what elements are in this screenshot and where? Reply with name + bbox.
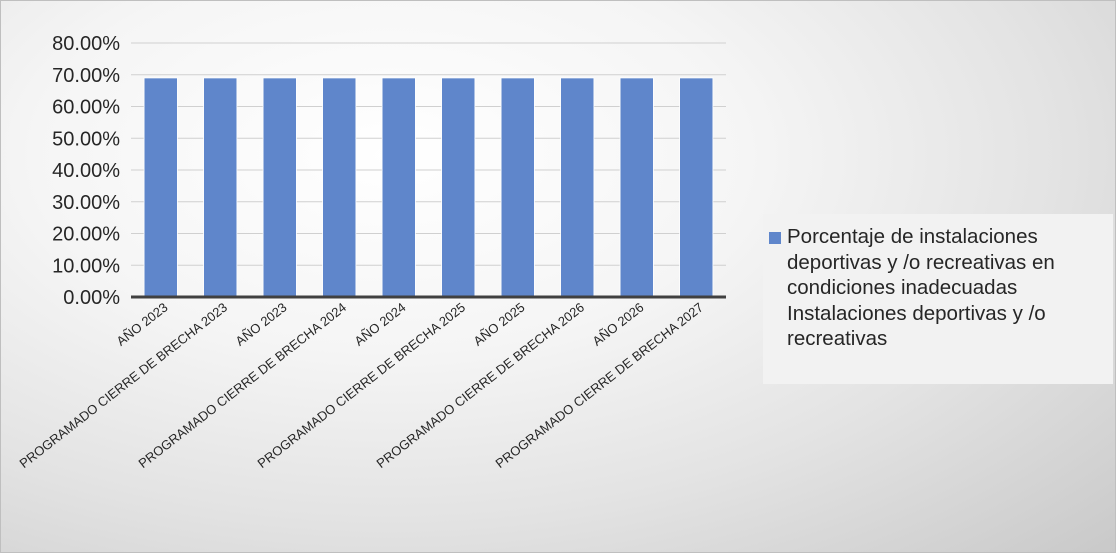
bar (262, 77, 297, 298)
y-tick-label: 30.00% (52, 192, 120, 214)
x-category-label: AÑO 2025 (471, 300, 528, 349)
x-category-label: PROGRAMADO CIERRE DE BRECHA 2023 (16, 300, 230, 471)
legend-entry-label: Porcentaje de instalaciones deportivas y… (787, 225, 1055, 350)
legend-swatch (769, 232, 781, 244)
y-tick-label: 80.00% (52, 33, 120, 55)
y-tick-label: 0.00% (63, 287, 120, 309)
bar (619, 77, 654, 298)
x-category-label: AÑO 2026 (590, 300, 647, 349)
y-tick-label: 60.00% (52, 97, 120, 119)
bar (322, 77, 357, 298)
x-category-label: AÑO 2023 (233, 300, 290, 349)
bar (143, 77, 178, 298)
y-tick-label: 40.00% (52, 160, 120, 182)
legend: Porcentaje de instalaciones deportivas y… (763, 214, 1113, 384)
bars (143, 77, 714, 298)
x-category-label: AÑO 2023 (114, 300, 171, 349)
bar (560, 77, 595, 298)
y-tick-label: 10.00% (52, 255, 120, 277)
bar (679, 77, 714, 298)
x-category-label: PROGRAMADO CIERRE DE BRECHA 2026 (373, 300, 587, 471)
bar (500, 77, 535, 298)
bar (441, 77, 476, 298)
x-category-label: PROGRAMADO CIERRE DE BRECHA 2024 (135, 300, 349, 471)
x-category-label: PROGRAMADO CIERRE DE BRECHA 2027 (492, 300, 706, 471)
y-axis-tick-labels: 0.00% 10.00% 20.00% 30.00% 40.00% 50.00% 60.00… (52, 33, 120, 309)
y-tick-label: 50.00% (52, 128, 120, 150)
y-tick-label: 70.00% (52, 65, 120, 87)
y-tick-label: 20.00% (52, 224, 120, 246)
bar (203, 77, 238, 298)
x-category-label: PROGRAMADO CIERRE DE BRECHA 2025 (254, 300, 468, 471)
bar (381, 77, 416, 298)
x-category-label: AÑO 2024 (352, 300, 409, 349)
